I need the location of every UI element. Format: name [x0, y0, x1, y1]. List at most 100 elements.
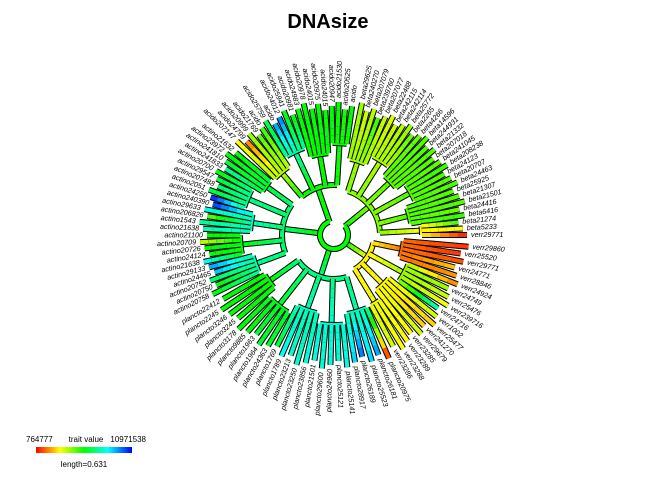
- tip-branch-actino: [218, 272, 229, 280]
- tip-branch-plancto: [238, 282, 250, 292]
- subclade-stem-actino: [273, 238, 283, 244]
- tip-branch-beta: [423, 179, 432, 187]
- subclade-stem-beta: [388, 198, 398, 207]
- tip-branch-plancto: [261, 281, 272, 292]
- tip-branch-acido: [245, 140, 255, 150]
- tip-branch-beta: [427, 183, 437, 191]
- tip-branch-actino: [234, 247, 242, 253]
- tip-branch-plancto: [228, 306, 240, 316]
- tip-branch-plancto: [267, 300, 276, 310]
- tip-branch-actino: [247, 175, 258, 185]
- tip-branch-actino: [224, 159, 235, 169]
- tip-branch-plancto: [251, 318, 260, 328]
- tip-branch-plancto: [274, 324, 282, 334]
- tip-branch-plancto: [247, 278, 258, 287]
- tip-branch-acido: [276, 128, 283, 137]
- tip-branch-beta: [442, 176, 452, 184]
- tip-branch-acido: [345, 128, 351, 137]
- tip-branch-plancto: [356, 338, 363, 349]
- tip-branch-verr: [425, 307, 438, 319]
- tip-branch-beta: [362, 143, 371, 154]
- clade-arc-actino: [280, 203, 294, 254]
- tip-branch-acido: [286, 136, 294, 146]
- subclade-stem-acido: [296, 190, 304, 198]
- subclade-stem-plancto: [299, 268, 309, 279]
- tip-branch-plancto: [283, 336, 292, 348]
- tip-branch-beta: [389, 173, 400, 183]
- clade-stem-plancto: [322, 259, 328, 267]
- tip-branch-plancto: [303, 321, 311, 334]
- tip-branch-actino: [234, 256, 245, 263]
- tip-branch-acido: [341, 116, 347, 124]
- tip-branch-actino: [208, 187, 217, 195]
- tip-branch-acido: [265, 169, 277, 180]
- tip-branch-verr: [414, 244, 427, 251]
- tip-branch-plancto: [369, 317, 378, 329]
- tip-branch-verr: [387, 295, 399, 308]
- tip-branch-beta: [416, 183, 426, 191]
- tip-branch-beta: [442, 214, 455, 221]
- tip-label: plancto25141: [344, 370, 357, 415]
- subclade-stem-actino: [266, 255, 274, 262]
- tip-branch-beta: [422, 191, 433, 199]
- subclade-stem-verr: [360, 261, 368, 270]
- tip-branch-acido: [290, 143, 297, 153]
- tip-branch-acido: [316, 144, 322, 155]
- tip-branch-acido: [273, 163, 283, 174]
- subclade-stem-verr: [361, 281, 370, 291]
- tip-branch-beta: [407, 206, 420, 214]
- subclade-stem-actino: [277, 209, 287, 217]
- clade-stem-acido: [322, 207, 329, 216]
- tip-branch-actino: [233, 252, 243, 258]
- tip-branch-verr: [438, 290, 450, 299]
- tip-branch-beta: [359, 120, 367, 132]
- subclade-stem-actino: [275, 191, 283, 199]
- tip-branch-beta: [424, 196, 436, 204]
- subclade-stem-actino: [254, 200, 264, 207]
- tip-branch-verr: [398, 299, 410, 311]
- tip-branch-actino: [229, 263, 239, 270]
- tip-branch-acido: [349, 105, 355, 115]
- tip-branch-verr: [369, 304, 378, 315]
- tip-branch-verr: [384, 280, 398, 292]
- tip-branch-actino: [241, 164, 252, 174]
- tip-branch-beta: [442, 202, 455, 209]
- clade-stem-verr: [357, 249, 365, 256]
- tip-branch-beta: [402, 152, 414, 164]
- tip-branch-plancto: [300, 332, 308, 345]
- tip-branch-acido: [264, 160, 274, 170]
- tip-branch-actino: [245, 258, 255, 265]
- tip-branch-beta: [357, 130, 364, 141]
- tip-branch-verr: [428, 292, 440, 302]
- tip-branch-verr: [394, 323, 404, 335]
- tip-branch-plancto: [313, 345, 319, 354]
- subclade-stem-acido: [296, 158, 305, 168]
- tip-branch-actino: [216, 197, 225, 204]
- tip-branch-actino: [239, 274, 251, 283]
- subclade-stem-acido: [283, 175, 292, 184]
- tip-branch-beta: [450, 220, 459, 226]
- legend-min-label: 764777: [26, 435, 53, 444]
- tip-branch-beta: [453, 199, 466, 207]
- tip-branch-verr: [381, 283, 393, 295]
- tip-branch-acido: [319, 133, 325, 144]
- tip-branch-actino: [237, 260, 247, 267]
- tip-branch-beta: [388, 138, 397, 148]
- tip-branch-verr: [446, 278, 459, 287]
- subclade-stem-beta: [390, 216, 398, 223]
- tip-branch-plancto: [254, 327, 263, 336]
- tip-branch-beta: [418, 145, 429, 156]
- tip-label: acido24015: [319, 69, 331, 108]
- tip-branch-actino: [210, 256, 220, 263]
- subclade-stem-plancto: [350, 297, 357, 306]
- tip-branch-acido: [311, 144, 318, 156]
- tip-branch-beta: [420, 207, 433, 215]
- tip-branch-actino: [241, 219, 252, 225]
- tip-branch-plancto: [345, 313, 351, 324]
- clade-stem-verr: [348, 243, 356, 251]
- root-arc: [318, 219, 350, 251]
- tip-branch-actino: [219, 221, 231, 227]
- tip-branch-plancto: [317, 323, 323, 332]
- tip-branch-beta: [407, 182, 418, 191]
- tip-branch-verr: [443, 262, 456, 270]
